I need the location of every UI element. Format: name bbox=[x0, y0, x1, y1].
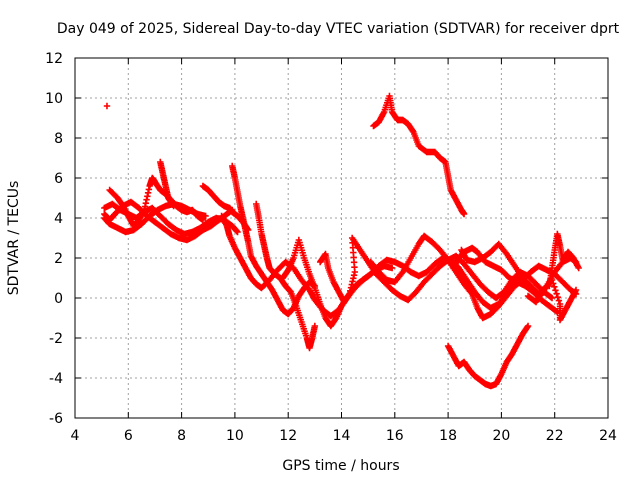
x-tick-label: 8 bbox=[177, 428, 186, 444]
y-tick-label: 10 bbox=[45, 91, 63, 107]
y-tick-label: 0 bbox=[54, 291, 63, 307]
data-point-marker bbox=[547, 293, 555, 301]
data-point-marker bbox=[548, 276, 556, 284]
x-tick-label: 20 bbox=[492, 428, 510, 444]
data-point-marker bbox=[103, 102, 111, 110]
x-tick-label: 22 bbox=[546, 428, 564, 444]
y-tick-label: 8 bbox=[54, 131, 63, 147]
series-pass-4 bbox=[106, 174, 207, 230]
x-tick-label: 10 bbox=[226, 428, 244, 444]
data-point-marker bbox=[554, 293, 561, 301]
data-point-marker bbox=[575, 264, 582, 272]
data-point-marker bbox=[548, 294, 556, 302]
x-tick-label: 12 bbox=[279, 428, 297, 444]
data-point-marker bbox=[553, 290, 560, 297]
data-point-marker bbox=[549, 280, 557, 287]
data-point-marker bbox=[552, 287, 559, 294]
series-pass-15 bbox=[546, 230, 582, 290]
x-tick-label: 14 bbox=[333, 428, 351, 444]
y-tick-label: 2 bbox=[54, 251, 63, 267]
data-point-marker bbox=[460, 210, 468, 218]
data-point-marker bbox=[234, 228, 241, 236]
series-pass-19 bbox=[103, 102, 111, 110]
y-tick-label: -2 bbox=[49, 331, 63, 347]
data-points-layer bbox=[101, 92, 582, 390]
data-point-marker bbox=[170, 202, 177, 210]
data-point-marker bbox=[572, 286, 580, 294]
series-pass-5 bbox=[157, 158, 177, 210]
data-point-marker bbox=[519, 274, 526, 282]
x-tick-label: 24 bbox=[599, 428, 617, 444]
x-tick-label: 18 bbox=[439, 428, 457, 444]
y-tick-label: 12 bbox=[45, 51, 63, 67]
series-pass-14 bbox=[458, 240, 526, 282]
data-point-marker bbox=[199, 216, 207, 224]
x-tick-label: 16 bbox=[386, 428, 404, 444]
y-axis-label: SDTVAR / TECUs bbox=[6, 181, 22, 296]
series-pass-8 bbox=[229, 162, 319, 318]
y-tick-label: 4 bbox=[54, 211, 63, 227]
chart-title: Day 049 of 2025, Sidereal Day-to-day VTE… bbox=[57, 21, 620, 37]
data-point-marker bbox=[202, 212, 209, 220]
data-point-marker bbox=[555, 297, 563, 304]
data-point-marker bbox=[311, 322, 319, 330]
data-point-marker bbox=[524, 322, 532, 330]
y-tick-label: 6 bbox=[54, 171, 63, 187]
grid-lines bbox=[75, 58, 608, 418]
series-pass-7 bbox=[218, 212, 580, 320]
x-tick-label: 4 bbox=[71, 428, 80, 444]
data-point-marker bbox=[551, 283, 558, 291]
x-axis-label: GPS time / hours bbox=[282, 458, 399, 474]
series-pass-17 bbox=[370, 92, 468, 218]
series-pass-16 bbox=[524, 276, 580, 324]
series-pass-18 bbox=[444, 322, 532, 390]
y-tick-label: -4 bbox=[49, 371, 63, 387]
y-tick-label: -6 bbox=[49, 411, 63, 427]
x-tick-label: 6 bbox=[124, 428, 133, 444]
data-point-marker bbox=[388, 264, 396, 272]
